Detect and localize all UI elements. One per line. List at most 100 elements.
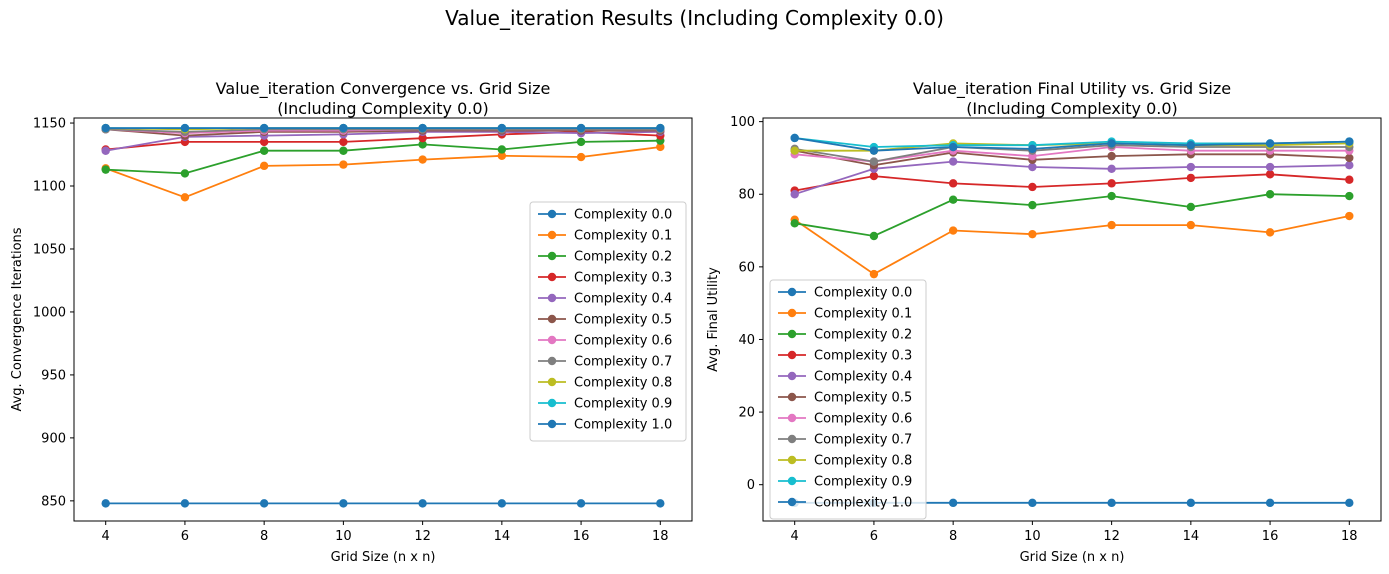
data-point [790, 190, 799, 199]
axes-frame [73, 117, 693, 522]
data-point [180, 123, 190, 133]
legend-label: Complexity 0.6 [574, 334, 672, 349]
data-point [948, 195, 958, 204]
y-tick-label: 950 [41, 368, 66, 383]
legend-item: Complexity 0.7 [778, 433, 912, 448]
y-tick-label: 900 [41, 431, 66, 446]
legend-item: Complexity 0.2 [538, 250, 672, 265]
legend-item: Complexity 0.0 [778, 286, 912, 301]
legend-swatch-marker [787, 329, 797, 339]
data-point [576, 499, 586, 508]
legend-frame [529, 201, 687, 442]
data-point [1107, 220, 1116, 230]
data-point [656, 123, 665, 133]
legend-swatch-marker [547, 293, 557, 303]
legend-item: Complexity 0.4 [538, 292, 672, 307]
legend-label: Complexity 1.0 [574, 418, 672, 433]
x-tick-label: 6 [181, 529, 189, 544]
data-point [790, 219, 799, 228]
legend-label: Complexity 0.0 [574, 208, 672, 223]
legend-item: Complexity 0.8 [538, 376, 672, 391]
data-point [339, 137, 348, 147]
chart-panel-1: Value_iteration Convergence vs. Grid Siz… [10, 79, 693, 565]
data-point [1265, 170, 1275, 179]
legend-label: Complexity 0.5 [574, 313, 672, 328]
legend-label: Complexity 0.4 [574, 292, 672, 307]
data-point [418, 140, 427, 149]
data-point [1186, 162, 1196, 172]
x-tick-label: 14 [494, 529, 511, 544]
data-point [1345, 191, 1354, 201]
y-tick-label: 1100 [33, 180, 66, 195]
legend-label: Complexity 0.1 [814, 307, 912, 322]
data-point [1265, 139, 1275, 148]
data-point [1107, 498, 1116, 508]
legend-item: Complexity 0.9 [778, 475, 912, 490]
data-point [1265, 190, 1275, 199]
legend-swatch-marker [547, 356, 557, 366]
series-line [105, 128, 661, 133]
data-point [1107, 164, 1116, 174]
data-point [948, 498, 958, 508]
legend-label: Complexity 1.0 [814, 496, 912, 511]
legend-item: Complexity 1.0 [778, 496, 912, 511]
legend-label: Complexity 0.9 [814, 475, 912, 490]
x-tick-label: 16 [1262, 529, 1279, 544]
legend-swatch-marker [787, 287, 797, 297]
data-point [869, 157, 879, 166]
y-tick-label: 20 [738, 406, 755, 421]
data-point [418, 499, 427, 508]
legend-label: Complexity 0.6 [814, 412, 912, 427]
data-point [180, 169, 190, 178]
data-point [259, 146, 269, 155]
legend-item: Complexity 1.0 [538, 418, 672, 433]
legend-label: Complexity 0.5 [814, 391, 912, 406]
legend-swatch-marker [787, 392, 797, 402]
legend-swatch-marker [547, 314, 557, 324]
series-complexity-0-2 [101, 136, 665, 178]
x-tick-label: 16 [573, 529, 590, 544]
x-tick-label: 18 [1341, 529, 1358, 544]
data-point [790, 146, 799, 155]
data-point [869, 171, 879, 181]
data-point [339, 146, 348, 155]
data-point [259, 123, 269, 133]
legend-item: Complexity 0.2 [778, 328, 912, 343]
x-tick-label: 10 [1024, 529, 1041, 544]
x-tick-label: 18 [652, 529, 669, 544]
data-point [576, 137, 586, 147]
chart-panel-2: Value_iteration Final Utility vs. Grid S… [706, 79, 1382, 565]
data-point [339, 499, 348, 508]
legend-swatch-marker [787, 455, 797, 465]
data-point [1345, 137, 1354, 146]
legend-label: Complexity 0.7 [814, 433, 912, 448]
data-point [497, 499, 507, 508]
series-complexity-0-3 [790, 170, 1354, 195]
data-point [1186, 173, 1196, 183]
data-point [656, 499, 665, 508]
legend-label: Complexity 0.9 [574, 397, 672, 412]
data-point [1107, 139, 1116, 148]
data-point [339, 123, 348, 133]
legend-swatch-marker [547, 272, 557, 282]
series-line [105, 128, 661, 137]
legend-swatch-marker [787, 434, 797, 444]
series-line [105, 146, 661, 199]
legend-item: Complexity 0.7 [538, 355, 672, 370]
data-point [1107, 191, 1116, 201]
data-point [1107, 179, 1116, 188]
data-point [576, 152, 586, 162]
data-point [101, 499, 110, 508]
legend-item: Complexity 0.1 [538, 229, 672, 244]
x-tick-label: 10 [335, 529, 352, 544]
legend-item: Complexity 0.3 [538, 271, 672, 286]
legend-item: Complexity 0.0 [538, 208, 672, 223]
legend-label: Complexity 0.8 [814, 454, 912, 469]
x-axis-label: Grid Size (n x n) [1020, 550, 1125, 565]
data-point [1107, 151, 1116, 161]
data-point [1028, 162, 1037, 172]
data-point [1186, 202, 1196, 212]
data-point [1345, 175, 1354, 184]
y-axis-label: Avg. Convergence Iterations [10, 227, 25, 411]
data-point [1186, 498, 1196, 508]
